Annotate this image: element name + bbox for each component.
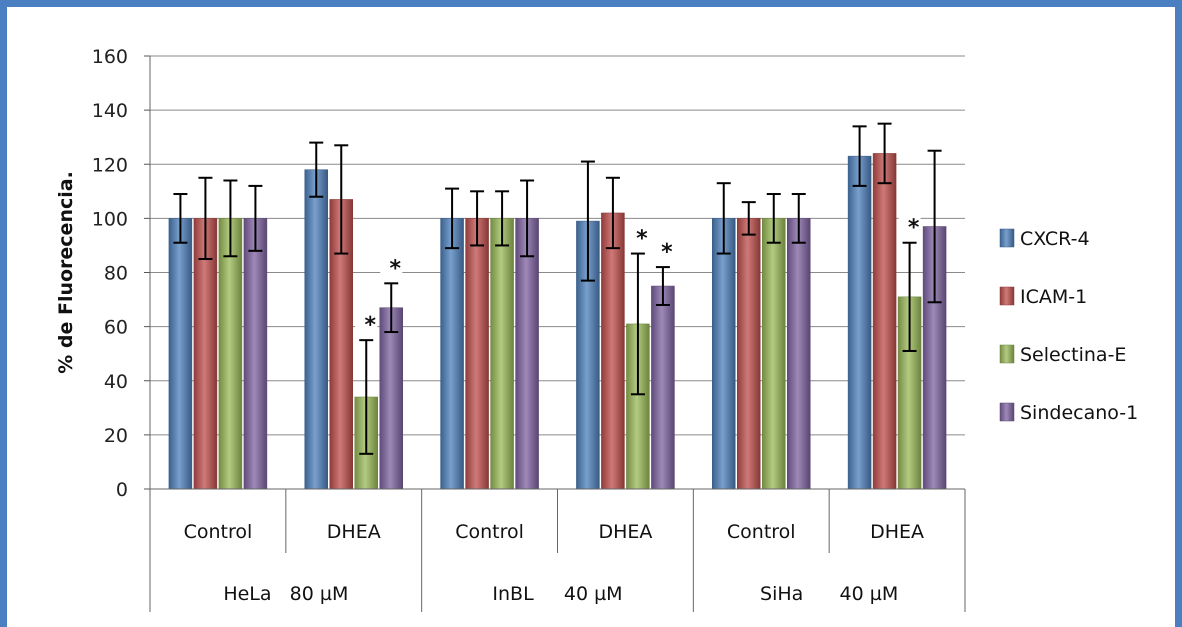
bar-sindecano-1 <box>515 218 539 490</box>
bar-cxcr-4 <box>168 218 193 490</box>
x-category-label: Control <box>184 521 253 543</box>
legend-label: ICAM-1 <box>1020 286 1087 308</box>
legend-swatch <box>999 402 1015 422</box>
x-category-label: DHEA <box>327 521 381 543</box>
x-group-label: SiHa 40 µM <box>760 583 898 605</box>
x-group-label: HeLa 80 µM <box>223 583 348 605</box>
y-tick-label: 0 <box>116 479 128 501</box>
bar-icam-1 <box>465 218 489 490</box>
bar-selectina-e <box>218 218 243 490</box>
bar-selectina-e <box>762 218 786 490</box>
x-category-label: Control <box>455 521 524 543</box>
y-axis-label: % de Fluorecencia. <box>55 171 77 374</box>
bar-sindecano-1 <box>651 285 675 490</box>
bar-cxcr-4 <box>304 169 328 490</box>
y-tick-label: 160 <box>92 46 128 68</box>
significance-marker: * <box>661 240 673 265</box>
legend-label: Selectina-E <box>1020 344 1126 366</box>
annotation-bg <box>380 255 403 280</box>
annotation-bg <box>626 225 649 250</box>
significance-marker: * <box>364 313 376 338</box>
legend-label: CXCR-4 <box>1020 228 1090 250</box>
bar-sindecano-1 <box>379 307 403 490</box>
bar-icam-1 <box>601 212 625 490</box>
bar-cxcr-4 <box>712 218 736 490</box>
y-tick-label: 80 <box>104 263 128 285</box>
x-category-label: DHEA <box>870 521 924 543</box>
annotation-bg <box>355 312 378 337</box>
bar-cxcr-4 <box>440 218 464 490</box>
bar-sindecano-1 <box>787 218 811 490</box>
y-tick-label: 120 <box>92 154 128 176</box>
y-tick-label: 40 <box>104 371 128 393</box>
significance-marker: * <box>636 227 648 252</box>
significance-marker: * <box>389 256 401 281</box>
bar-cxcr-4 <box>847 155 872 490</box>
bar-sindecano-1 <box>243 218 268 490</box>
legend-label: Sindecano-1 <box>1020 402 1138 424</box>
bar-selectina-e <box>490 218 514 490</box>
x-category-label: DHEA <box>598 521 652 543</box>
y-tick-label: 60 <box>104 317 128 339</box>
legend-swatch <box>999 344 1015 364</box>
bar-icam-1 <box>737 218 761 490</box>
y-tick-label: 20 <box>104 425 128 447</box>
x-group-label: InBL 40 µM <box>492 583 622 605</box>
legend-swatch <box>999 228 1015 248</box>
y-tick-label: 100 <box>92 208 128 230</box>
y-tick-label: 140 <box>92 100 128 122</box>
legend-swatch <box>999 286 1015 306</box>
x-category-label: Control <box>727 521 796 543</box>
significance-marker: * <box>908 216 920 241</box>
bar-icam-1 <box>872 153 897 490</box>
annotation-bg <box>651 239 674 264</box>
annotation-bg <box>898 214 921 239</box>
